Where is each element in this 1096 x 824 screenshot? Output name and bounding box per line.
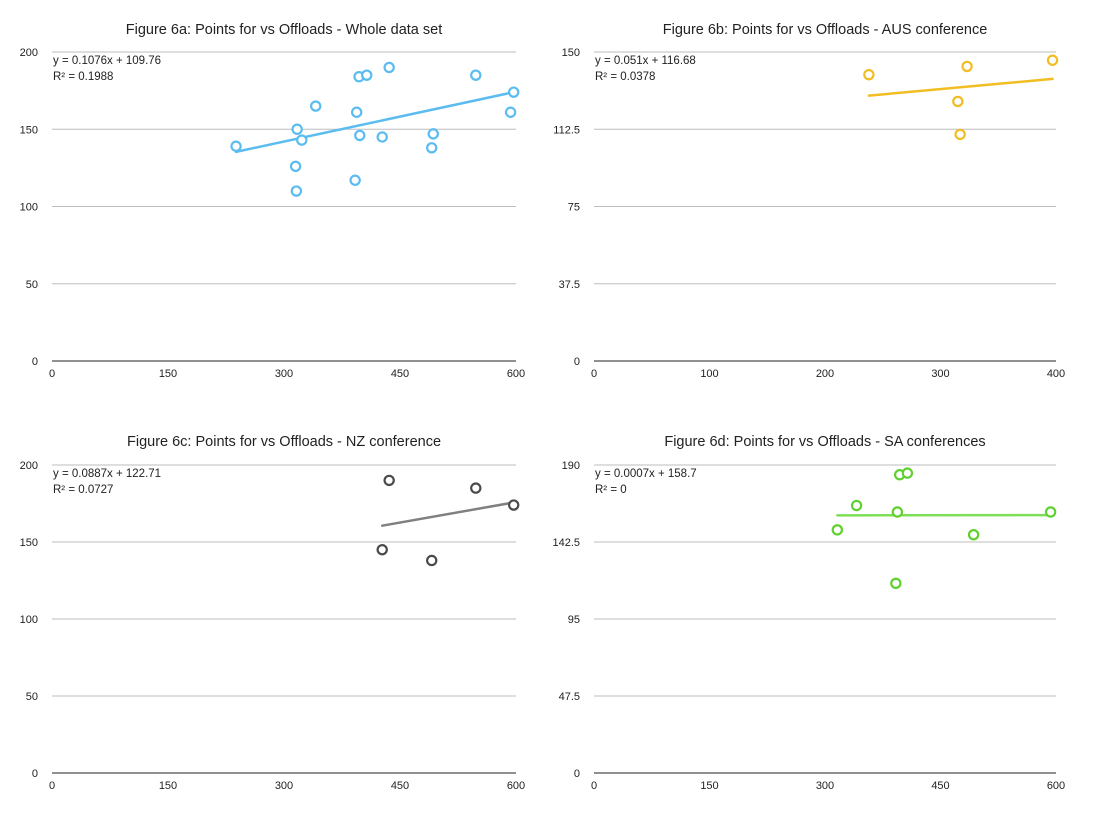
y-tick-label: 200 (20, 460, 38, 472)
y-tick-label: 200 (20, 47, 38, 59)
data-point (383, 474, 395, 487)
x-tick-label: 0 (591, 780, 597, 792)
y-tick-label: 150 (20, 537, 38, 549)
y-tick-label: 112.5 (553, 124, 580, 136)
x-tick-label: 150 (159, 780, 177, 792)
y-tick-label: 50 (26, 279, 38, 291)
data-point (507, 86, 520, 98)
data-point (291, 123, 303, 135)
data-point (901, 467, 914, 479)
data-point (952, 95, 964, 108)
chart-title: Figure 6a: Points for vs Offloads - Whol… (126, 22, 442, 38)
y-tick-label: 150 (562, 47, 580, 59)
trendline (234, 90, 515, 154)
data-point (1046, 54, 1059, 66)
y-tick-label: 47.5 (559, 691, 580, 703)
data-point (507, 499, 520, 511)
data-point (426, 142, 438, 154)
data-point (891, 506, 904, 518)
x-tick-label: 0 (49, 780, 55, 792)
data-point (230, 140, 242, 152)
y-tick-label: 37.5 (559, 279, 580, 291)
data-point (470, 69, 482, 81)
data-point (504, 106, 517, 118)
data-point (427, 128, 439, 140)
data-point (1044, 506, 1057, 518)
y-tick-label: 95 (568, 614, 580, 626)
data-point (296, 134, 308, 146)
x-tick-label: 150 (700, 780, 718, 792)
x-tick-label: 600 (507, 780, 525, 792)
data-point (967, 529, 980, 541)
x-tick-label: 200 (816, 368, 834, 380)
data-point (289, 160, 302, 173)
data-point (376, 544, 388, 556)
data-point (831, 524, 844, 536)
y-tick-label: 190 (562, 460, 580, 472)
chart-panel-4: Figure 6d: Points for vs Offloads - SA c… (552, 434, 1065, 792)
data-point (863, 68, 875, 81)
y-tick-label: 0 (574, 768, 580, 780)
x-tick-label: 450 (391, 780, 409, 792)
trendline-equation: y = 0.051x + 116.68 (595, 55, 696, 67)
y-tick-label: 100 (20, 202, 38, 214)
y-tick-label: 75 (568, 202, 580, 214)
x-tick-label: 600 (507, 368, 525, 380)
y-tick-label: 150 (20, 124, 38, 136)
x-tick-label: 300 (275, 368, 293, 380)
data-point (470, 482, 482, 494)
x-tick-label: 300 (275, 780, 293, 792)
chart-panel-1: Figure 6a: Points for vs Offloads - Whol… (20, 22, 526, 380)
data-point (890, 577, 902, 590)
data-point (361, 69, 373, 81)
x-tick-label: 0 (49, 368, 55, 380)
chart-panel-2: Figure 6b: Points for vs Offloads - AUS … (553, 22, 1065, 380)
y-tick-label: 0 (32, 768, 38, 780)
y-tick-label: 50 (26, 691, 38, 703)
r-squared-label: R² = 0.0378 (595, 71, 655, 83)
y-tick-label: 142.5 (552, 537, 580, 549)
data-point (290, 185, 303, 197)
trendline (867, 77, 1054, 97)
data-point (350, 106, 363, 118)
x-tick-label: 400 (1047, 368, 1065, 380)
data-point (349, 174, 361, 186)
data-point (310, 100, 322, 112)
x-tick-label: 450 (931, 780, 949, 792)
x-tick-label: 150 (159, 368, 177, 380)
x-tick-label: 300 (931, 368, 949, 380)
data-point (954, 128, 966, 141)
chart-title: Figure 6b: Points for vs Offloads - AUS … (663, 22, 988, 38)
y-tick-label: 0 (32, 356, 38, 368)
y-tick-label: 100 (20, 614, 38, 626)
trendline-equation: y = 0.0887x + 122.71 (53, 468, 161, 480)
data-point (383, 61, 395, 74)
data-point (354, 129, 366, 142)
r-squared-label: R² = 0 (595, 484, 627, 496)
r-squared-label: R² = 0.0727 (53, 484, 113, 496)
chart-panel-3: Figure 6c: Points for vs Offloads - NZ c… (20, 434, 526, 792)
data-point (850, 499, 863, 512)
chart-title: Figure 6c: Points for vs Offloads - NZ c… (127, 434, 441, 450)
x-tick-label: 300 (816, 780, 834, 792)
trendline-equation: y = 0.1076x + 109.76 (53, 55, 161, 67)
x-tick-label: 600 (1047, 780, 1065, 792)
trendline (380, 501, 515, 527)
r-squared-label: R² = 0.1988 (53, 71, 113, 83)
y-tick-label: 0 (574, 356, 580, 368)
data-point (426, 554, 438, 567)
data-point (376, 131, 388, 143)
x-tick-label: 0 (591, 368, 597, 380)
data-point (961, 60, 973, 73)
chart-title: Figure 6d: Points for vs Offloads - SA c… (664, 434, 985, 450)
x-tick-label: 100 (700, 368, 718, 380)
trendline-equation: y = 0.0007x + 158.7 (595, 468, 697, 480)
x-tick-label: 450 (391, 368, 409, 380)
